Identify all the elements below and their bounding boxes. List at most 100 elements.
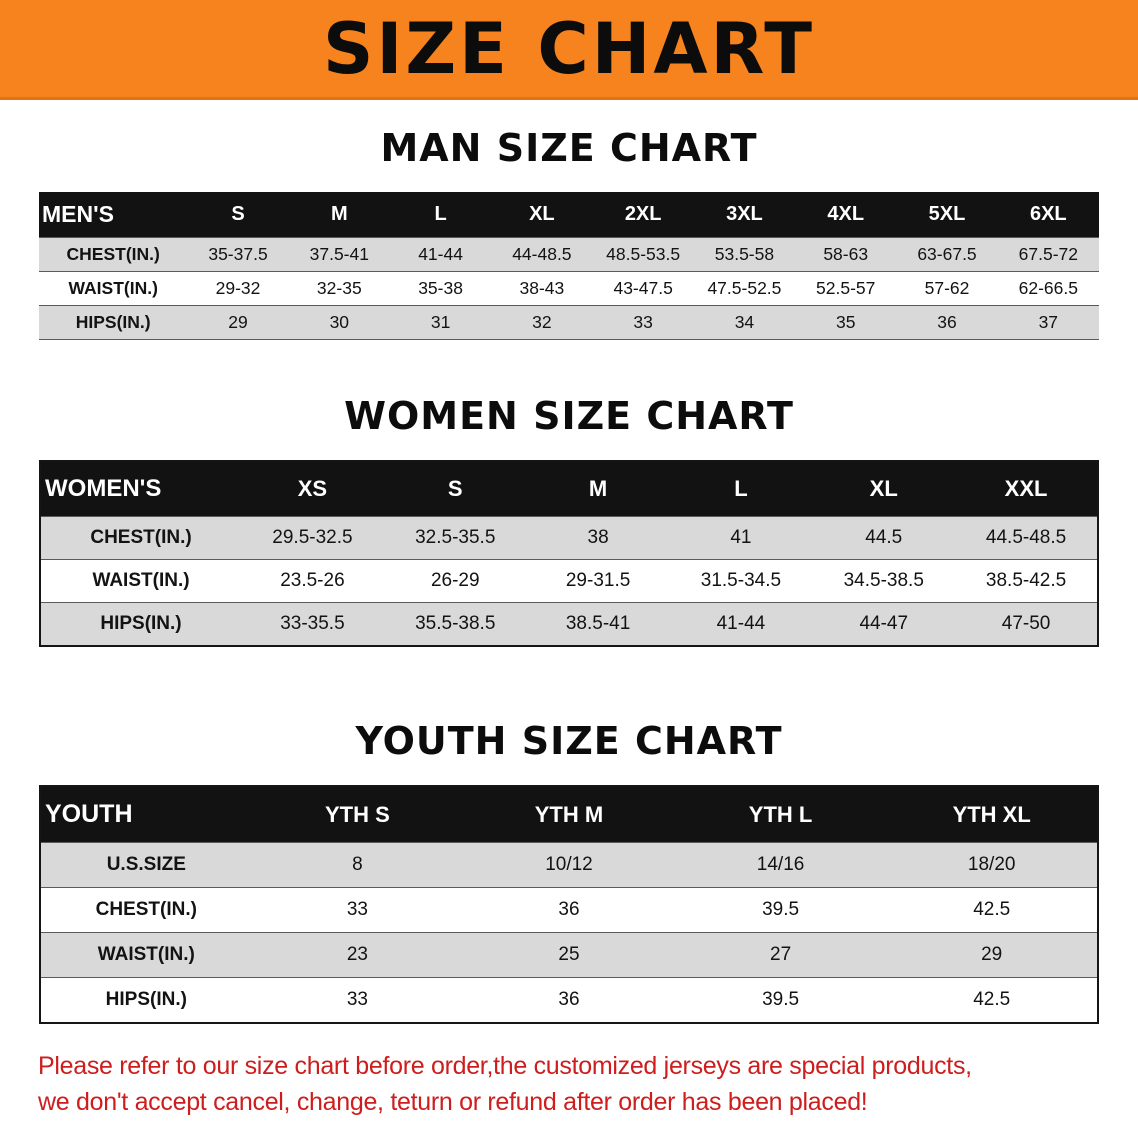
youth-table-body: U.S.SIZE 8 10/12 14/16 18/20 CHEST(IN.) 33 36 39… bbox=[40, 842, 1098, 1023]
size-table-row: HIPS(IN.) 33-35.5 35.5-38.5 38.5-41 41-44 44-… bbox=[40, 602, 1098, 646]
size-value-cell: 33 bbox=[346, 899, 368, 920]
measurement-row-label: U.S.SIZE bbox=[106, 854, 186, 875]
measurement-row-label: HIPS(IN.) bbox=[75, 312, 151, 332]
men-section-heading: MAN SIZE CHART bbox=[380, 126, 758, 170]
size-value-cell: 58-63 bbox=[823, 244, 869, 264]
size-column-header: M bbox=[526, 461, 670, 517]
size-value-cell: 29-32 bbox=[215, 278, 261, 298]
size-column-header: 3XL bbox=[693, 192, 796, 238]
size-value-cell: 38-43 bbox=[519, 278, 565, 298]
size-table-row: U.S.SIZE 8 10/12 14/16 18/20 bbox=[40, 842, 1098, 888]
size-value-cell: 33-35.5 bbox=[280, 613, 345, 634]
size-table-row: WAIST(IN.) 23 25 27 29 bbox=[40, 932, 1098, 978]
measurement-row-label: CHEST(IN.) bbox=[90, 527, 192, 548]
size-value-cell: 67.5-72 bbox=[1018, 244, 1078, 264]
size-table-row: HIPS(IN.) 33 36 39.5 42.5 bbox=[40, 977, 1098, 1023]
order-notice: Please refer to our size chart before or… bbox=[0, 1024, 1138, 1135]
size-table-row: CHEST(IN.) 35-37.5 37.5-41 41-44 44-48.5 48.5… bbox=[39, 237, 1099, 272]
banner-title: SIZE CHART bbox=[322, 7, 816, 90]
measurement-row-label: WAIST(IN.) bbox=[68, 278, 158, 298]
size-value-cell: 39.5 bbox=[762, 899, 800, 920]
size-value-cell: 34.5-38.5 bbox=[843, 570, 924, 591]
size-table-row: WAIST(IN.) 23.5-26 26-29 29-31.5 31.5-34.5 34… bbox=[40, 559, 1098, 603]
size-value-cell: 42.5 bbox=[973, 899, 1011, 920]
men-size-table: MEN'S S M L XL 2XL 3XL 4XL 5XL 6XL CHEST(IN.) 35-3… bbox=[39, 192, 1099, 340]
size-value-cell: 35 bbox=[835, 312, 856, 332]
size-column-header: 5XL bbox=[896, 192, 998, 238]
women-size-section: WOMEN SIZE CHART WOMEN'S XS S M L XL XXL CHEST… bbox=[0, 394, 1138, 647]
size-value-cell: 30 bbox=[329, 312, 350, 332]
size-value-cell: 8 bbox=[352, 854, 363, 875]
women-size-table: WOMEN'S XS S M L XL XXL CHEST(IN.) 29.5-32.5 32.… bbox=[39, 460, 1099, 647]
size-value-cell: 41-44 bbox=[716, 613, 766, 634]
size-table-row: WAIST(IN.) 29-32 32-35 35-38 38-43 43-47.5 47.… bbox=[39, 271, 1099, 306]
size-value-cell: 44-47 bbox=[859, 613, 909, 634]
size-table-row: CHEST(IN.) 33 36 39.5 42.5 bbox=[40, 887, 1098, 933]
size-value-cell: 63-67.5 bbox=[917, 244, 977, 264]
size-value-cell: 31 bbox=[430, 312, 451, 332]
measurement-row-label: HIPS(IN.) bbox=[105, 989, 187, 1010]
measurement-row-label: WAIST(IN.) bbox=[97, 944, 195, 965]
size-column-header: S bbox=[187, 192, 289, 238]
size-column-header: XL bbox=[491, 192, 593, 238]
size-column-header: YTH S bbox=[251, 786, 464, 843]
youth-size-table: YOUTH YTH S YTH M YTH L YTH XL U.S.SIZE 8 10/1… bbox=[39, 785, 1099, 1024]
size-column-header: XXL bbox=[955, 461, 1098, 517]
size-value-cell: 42.5 bbox=[973, 989, 1011, 1010]
size-value-cell: 38 bbox=[587, 527, 609, 548]
size-column-header: 2XL bbox=[592, 192, 694, 238]
size-value-cell: 29 bbox=[981, 944, 1003, 965]
youth-table-header-row: YOUTH YTH S YTH M YTH L YTH XL bbox=[40, 786, 1098, 843]
men-table-header-row: MEN'S S M L XL 2XL 3XL 4XL 5XL 6XL bbox=[39, 192, 1099, 238]
size-value-cell: 35-37.5 bbox=[208, 244, 268, 264]
women-table-header-row: WOMEN'S XS S M L XL XXL bbox=[40, 461, 1098, 517]
size-value-cell: 53.5-58 bbox=[714, 244, 775, 264]
size-column-header: YTH XL bbox=[886, 786, 1098, 843]
size-value-cell: 43-47.5 bbox=[613, 278, 673, 298]
size-value-cell: 23.5-26 bbox=[280, 570, 345, 591]
size-value-cell: 32-35 bbox=[316, 278, 362, 298]
size-value-cell: 57-62 bbox=[924, 278, 970, 298]
size-column-header: 4XL bbox=[795, 192, 897, 238]
size-value-cell: 35.5-38.5 bbox=[415, 613, 496, 634]
table-corner-label: MEN'S bbox=[39, 192, 188, 238]
size-value-cell: 36 bbox=[937, 312, 957, 332]
size-value-cell: 44.5 bbox=[865, 527, 903, 548]
size-value-cell: 35-38 bbox=[418, 278, 463, 298]
size-value-cell: 29 bbox=[228, 312, 248, 332]
size-column-header: YTH M bbox=[463, 786, 675, 843]
size-value-cell: 47.5-52.5 bbox=[707, 278, 782, 298]
size-column-header: 6XL bbox=[997, 192, 1099, 238]
women-section-heading: WOMEN SIZE CHART bbox=[344, 394, 794, 438]
size-value-cell: 26-29 bbox=[430, 570, 480, 591]
size-value-cell: 41 bbox=[730, 527, 752, 548]
size-value-cell: 41-44 bbox=[418, 244, 463, 264]
size-value-cell: 32 bbox=[532, 312, 552, 332]
size-value-cell: 23 bbox=[346, 944, 368, 965]
table-corner-label: YOUTH bbox=[40, 786, 252, 843]
size-value-cell: 37.5-41 bbox=[309, 244, 369, 264]
size-value-cell: 10/12 bbox=[545, 854, 593, 875]
size-value-cell: 44.5-48.5 bbox=[985, 527, 1067, 548]
size-table-row: CHEST(IN.) 29.5-32.5 32.5-35.5 38 41 44.5 44.5… bbox=[40, 516, 1098, 560]
size-column-header: L bbox=[389, 192, 492, 238]
men-size-section: MAN SIZE CHART MEN'S S M L XL 2XL 3XL 4XL 5XL 6XL… bbox=[0, 126, 1138, 340]
size-value-cell: 32.5-35.5 bbox=[415, 527, 496, 548]
size-chart-banner: SIZE CHART bbox=[0, 0, 1138, 100]
measurement-row-label: WAIST(IN.) bbox=[92, 570, 190, 591]
size-value-cell: 47-50 bbox=[1001, 613, 1051, 634]
size-value-cell: 37 bbox=[1038, 312, 1059, 332]
notice-line-2: we don't accept cancel, change, teturn o… bbox=[38, 1088, 868, 1117]
size-column-header: L bbox=[669, 461, 813, 517]
size-column-header: XS bbox=[241, 461, 384, 517]
size-value-cell: 33 bbox=[633, 312, 653, 332]
size-value-cell: 34 bbox=[734, 312, 755, 332]
table-corner-label: WOMEN'S bbox=[40, 461, 242, 517]
measurement-row-label: CHEST(IN.) bbox=[95, 899, 197, 920]
size-value-cell: 29-31.5 bbox=[565, 570, 631, 591]
size-value-cell: 44-48.5 bbox=[512, 244, 572, 264]
size-column-header: M bbox=[288, 192, 390, 238]
youth-size-section: YOUTH SIZE CHART YOUTH YTH S YTH M YTH L YTH… bbox=[0, 719, 1138, 1024]
size-value-cell: 31.5-34.5 bbox=[700, 570, 782, 591]
size-value-cell: 62-66.5 bbox=[1018, 278, 1078, 298]
